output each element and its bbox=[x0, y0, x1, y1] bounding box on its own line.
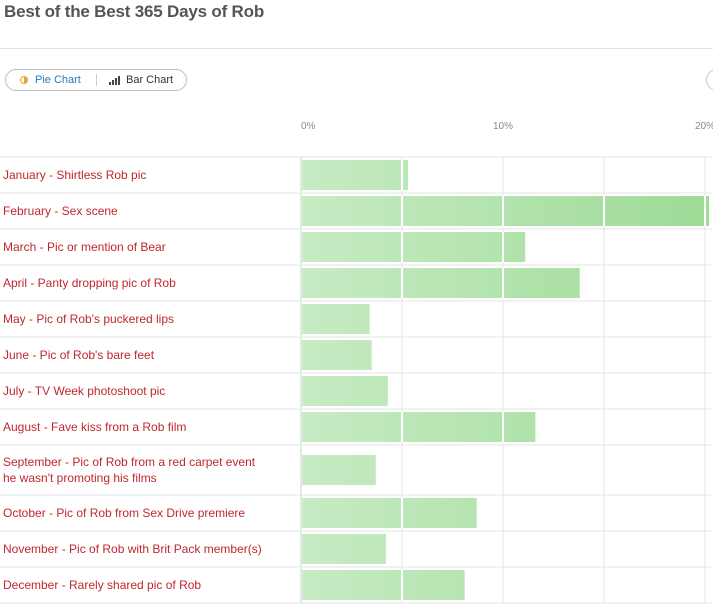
bar bbox=[302, 232, 526, 262]
x-tick-label: 20% bbox=[695, 121, 713, 132]
bar-chart: 0% 10% 20% January - Shirtless Rob pic Febru… bbox=[0, 121, 713, 604]
bar bbox=[302, 570, 465, 600]
category-label: February - Sex scene bbox=[3, 204, 118, 218]
x-tick-label: 10% bbox=[493, 121, 513, 132]
bar bbox=[302, 304, 370, 334]
category-label: April - Panty dropping pic of Rob bbox=[3, 276, 176, 290]
title-divider bbox=[0, 48, 713, 49]
bar bbox=[302, 534, 386, 564]
bar bbox=[302, 455, 376, 485]
category-label: October - Pic of Rob from Sex Drive prem… bbox=[3, 506, 245, 520]
options-button[interactable] bbox=[706, 69, 713, 91]
category-label: June - Pic of Rob's bare feet bbox=[3, 348, 155, 362]
pie-chart-label: Pie Chart bbox=[35, 74, 81, 86]
bar bbox=[302, 412, 536, 442]
bar bbox=[302, 376, 388, 406]
page-title: Best of the Best 365 Days of Rob bbox=[4, 2, 264, 21]
pie-chart-icon bbox=[20, 76, 28, 84]
category-label: January - Shirtless Rob pic bbox=[3, 168, 146, 182]
category-label: September - Pic of Rob from a red carpet… bbox=[3, 455, 256, 485]
category-label: November - Pic of Rob with Brit Pack mem… bbox=[3, 542, 262, 556]
category-label: December - Rarely shared pic of Rob bbox=[3, 578, 201, 592]
category-label: May - Pic of Rob's puckered lips bbox=[3, 312, 174, 326]
bar bbox=[302, 340, 372, 370]
chart-type-toggle: Pie Chart Bar Chart bbox=[5, 69, 187, 91]
bar-chart-button[interactable]: Bar Chart bbox=[97, 70, 173, 90]
category-label: July - TV Week photoshoot pic bbox=[3, 384, 165, 398]
x-tick-label: 0% bbox=[301, 121, 316, 132]
bar bbox=[302, 196, 710, 226]
bar-chart-icon bbox=[109, 75, 120, 85]
bar bbox=[302, 160, 409, 190]
bar-chart-label: Bar Chart bbox=[126, 74, 174, 86]
category-label: March - Pic or mention of Bear bbox=[3, 240, 166, 254]
pie-chart-button[interactable]: Pie Chart bbox=[6, 70, 96, 90]
bar bbox=[302, 268, 580, 298]
category-label: August - Fave kiss from a Rob film bbox=[3, 420, 186, 434]
toggle-divider bbox=[96, 74, 97, 86]
bar bbox=[302, 498, 477, 528]
